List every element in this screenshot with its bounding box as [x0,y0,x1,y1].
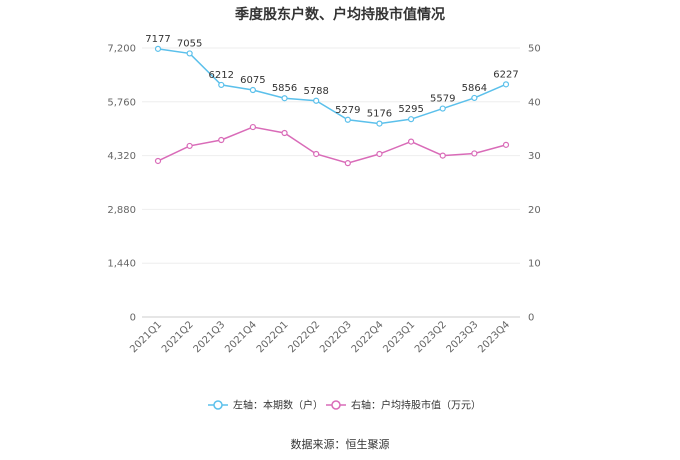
right-tick-label: 50 [528,44,541,55]
left-tick-label: 1,440 [107,259,136,270]
data-label: 5856 [272,83,297,94]
data-point [502,141,510,148]
x-tick-label: 2022Q4 [350,319,386,355]
right-tick-label: 30 [528,151,541,162]
data-label: 5579 [430,94,455,105]
data-point [218,136,225,144]
data-point [344,160,351,167]
right-axis-ticks: 0 10 20 30 40 50 [528,44,541,324]
data-point [471,94,478,102]
data-point [313,97,320,104]
left-tick-label: 4,320 [107,151,136,162]
x-tick-label: 2023Q1 [381,319,417,355]
data-point [281,95,288,102]
left-tick-label: 7,200 [107,44,136,55]
x-tick-label: 2022Q3 [318,319,354,355]
data-label: 5295 [398,104,423,115]
left-tick-label: 0 [130,313,136,324]
data-point [376,120,383,127]
x-tick-label: 2021Q4 [223,319,259,355]
x-tick-label: 2022Q1 [255,319,291,355]
grid-lines [142,47,520,318]
data-point [407,138,415,145]
x-tick-label: 2021Q1 [128,319,164,355]
legend-label-1: 右轴：户均持股市值（万元） [351,399,481,412]
data-point [376,150,383,158]
data-label: 5788 [303,86,328,97]
data-label: 7055 [177,38,202,49]
x-axis-ticks: 2021Q12021Q22021Q32021Q42022Q12022Q22022… [128,319,512,355]
x-tick-label: 2023Q4 [476,319,512,355]
x-tick-label: 2021Q2 [160,319,196,355]
legend-marker-0 [213,400,223,410]
x-tick-label: 2023Q2 [413,319,449,355]
data-point [344,116,351,123]
left-axis-ticks: 0 1,440 2,880 4,320 5,760 7,200 [107,44,136,324]
right-tick-label: 0 [528,313,534,324]
right-tick-label: 40 [528,97,541,108]
series-line-0 [157,48,507,125]
data-label: 7177 [145,34,170,45]
x-tick-label: 2022Q2 [286,319,322,355]
data-label: 5279 [335,105,360,116]
left-tick-label: 5,760 [107,97,136,108]
data-label: 5864 [462,83,487,94]
data-point [502,81,510,88]
data-point [439,152,446,159]
data-label: 6075 [240,75,265,86]
legend-label-0: 左轴：本期数（户） [233,399,323,412]
series-line-1 [157,126,507,164]
data-label: 6227 [493,69,518,80]
series-group [154,45,510,167]
data-point [186,142,193,150]
x-tick-label: 2023Q3 [445,319,481,355]
right-tick-label: 20 [528,205,541,216]
data-point [407,116,415,123]
data-point [313,150,320,158]
data-labels: 7177 7055 6212 6075 5856 5788 5279 5176 5295 5579… [145,34,518,120]
data-point [249,86,257,94]
data-point [249,123,257,131]
data-source: 数据来源：恒生聚源 [290,438,390,451]
data-point [471,150,478,157]
data-point [439,105,446,112]
data-point [218,81,225,89]
data-label: 6212 [209,70,234,81]
data-point [154,45,162,52]
data-point [186,50,193,57]
data-point [154,157,162,165]
legend-marker-1 [331,400,341,410]
legend[interactable]: 左轴：本期数（户） 右轴：户均持股市值（万元） [208,399,481,412]
right-tick-label: 10 [528,259,541,270]
left-tick-label: 2,880 [107,205,136,216]
chart-title: 季度股东户数、户均持股市值情况 [235,7,445,23]
data-label: 5176 [367,109,392,120]
data-point [281,129,288,137]
x-tick-label: 2021Q3 [192,319,228,355]
